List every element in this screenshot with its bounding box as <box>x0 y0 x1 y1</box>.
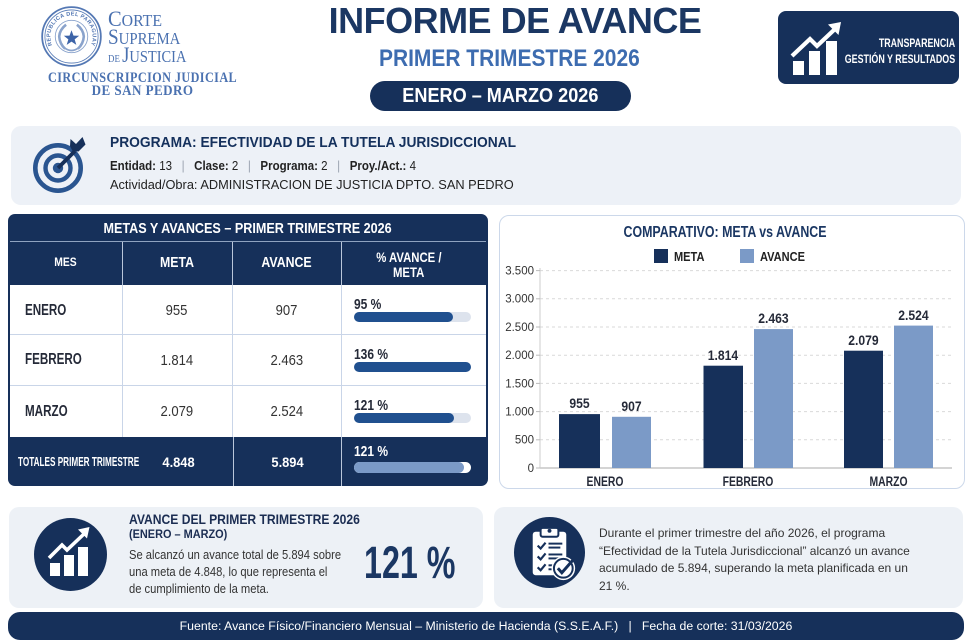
svg-text:FEBRERO: FEBRERO <box>723 474 774 489</box>
svg-text:907: 907 <box>621 398 641 414</box>
svg-text:COMPARATIVO: META vs AVANCE: COMPARATIVO: META vs AVANCE <box>624 223 827 241</box>
svg-text:0: 0 <box>528 463 534 475</box>
svg-text:AVANCE: AVANCE <box>760 249 805 264</box>
svg-text:1.814: 1.814 <box>708 347 739 363</box>
svg-text:500: 500 <box>515 435 534 447</box>
svg-text:MARZO: MARZO <box>869 474 907 489</box>
svg-text:2.500: 2.500 <box>505 322 534 334</box>
svg-text:955: 955 <box>569 395 589 411</box>
svg-text:1.500: 1.500 <box>505 378 534 390</box>
svg-text:3.000: 3.000 <box>505 294 534 306</box>
svg-text:2.000: 2.000 <box>505 350 534 362</box>
svg-text:3.500: 3.500 <box>505 266 534 278</box>
svg-text:META: META <box>674 249 705 264</box>
svg-text:2.524: 2.524 <box>898 307 929 323</box>
svg-text:1.000: 1.000 <box>505 407 534 419</box>
svg-text:ENERO: ENERO <box>587 474 624 489</box>
svg-text:2.079: 2.079 <box>848 332 878 348</box>
svg-text:2.463: 2.463 <box>758 310 788 326</box>
